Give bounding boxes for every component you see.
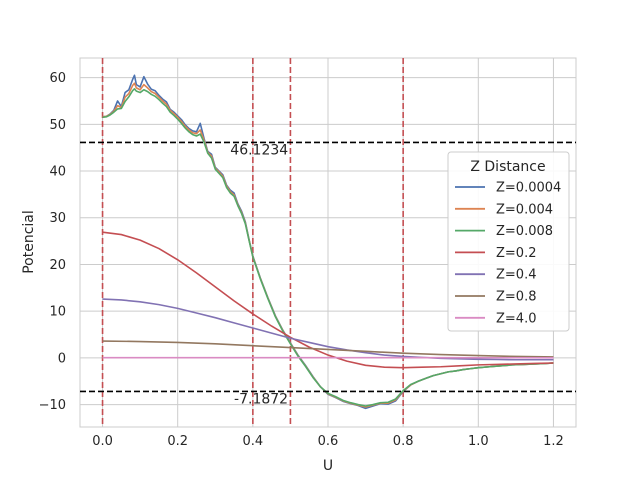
hline-value-label: -7.1872 [234, 391, 288, 407]
horizontal-reference-lines [80, 141, 576, 393]
y-axis-label: Potencial [21, 210, 37, 274]
y-tick-label: −10 [39, 398, 66, 413]
y-tick-label: 30 [49, 211, 66, 226]
legend: Z Distance Z=0.0004Z=0.004Z=0.008Z=0.2Z=… [447, 151, 570, 332]
legend-entry-label: Z=0.0004 [496, 181, 561, 196]
legend-entry-label: Z=0.8 [496, 290, 536, 305]
legend-entry-label: Z=0.004 [496, 202, 553, 217]
y-tick-label: 10 [49, 305, 66, 320]
legend-items: Z=0.0004 Z=0.004 Z=0.008 Z=0.2 Z=0.4 Z=0.8 Z=4… [455, 181, 561, 326]
y-tick-label: 50 [49, 118, 66, 133]
x-tick-label: 0.2 [167, 434, 188, 449]
x-tick-label: 1.2 [543, 434, 564, 449]
legend-entry-label: Z=0.2 [496, 246, 536, 261]
legend-entry-label: Z=0.008 [496, 224, 553, 239]
series-line [102, 298, 554, 361]
series-line [102, 340, 554, 358]
y-tick-label: 60 [49, 71, 66, 86]
x-tick-label: 0.8 [393, 434, 414, 449]
annotations: 46.1234 -7.1872 [230, 142, 288, 407]
series-line [102, 231, 554, 369]
legend-title: Z Distance [470, 159, 545, 175]
hline-value-label: 46.1234 [230, 142, 288, 158]
legend-box [447, 151, 570, 332]
y-tick-labels: −10 0 10 20 30 40 50 60 [39, 71, 66, 413]
series-line [102, 88, 554, 407]
x-tick-labels: 0.0 0.2 0.4 0.6 0.8 1.0 1.2 [92, 434, 564, 449]
x-tick-label: 0.0 [92, 434, 113, 449]
y-tick-label: 40 [49, 165, 66, 180]
x-axis-label: U [323, 458, 333, 474]
y-tick-label: 0 [58, 351, 66, 366]
x-tick-label: 0.4 [243, 434, 264, 449]
x-tick-label: 0.6 [318, 434, 339, 449]
legend-entry-label: Z=4.0 [496, 311, 536, 326]
y-tick-label: 20 [49, 258, 66, 273]
x-tick-label: 1.0 [468, 434, 489, 449]
legend-entry-label: Z=0.4 [496, 268, 536, 283]
series-lines [102, 74, 554, 410]
vertical-reference-lines [101, 58, 404, 427]
